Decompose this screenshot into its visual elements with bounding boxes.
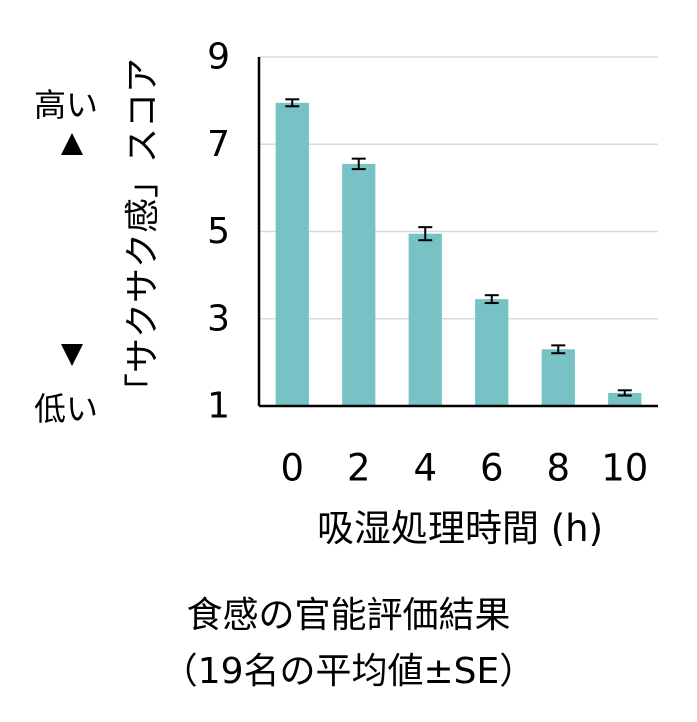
y-tick-label: 3: [207, 298, 230, 339]
x-tick-label: 2: [347, 447, 371, 490]
bar: [275, 102, 309, 407]
arrow-down-icon: [61, 344, 83, 366]
bar: [475, 299, 509, 406]
y-tick-label: 1: [207, 386, 230, 427]
bar: [541, 349, 575, 406]
x-tick-label: 10: [601, 447, 648, 490]
high-label: 高い: [34, 86, 99, 124]
y-tick-label: 7: [207, 124, 230, 165]
x-tick-label: 8: [546, 447, 570, 490]
bar: [342, 163, 376, 406]
x-tick-label: 4: [413, 447, 437, 490]
axes: [257, 57, 658, 408]
x-tick-label: 0: [280, 447, 304, 490]
x-tick-label: 6: [480, 447, 504, 490]
bar: [408, 233, 442, 406]
error-bars: [285, 98, 632, 397]
y-tick-labels: 1 3 5 7 9: [207, 37, 230, 427]
bars: [275, 102, 642, 407]
x-tick-labels: 0 2 4 6 8 10: [280, 447, 648, 490]
y-axis-label: 「サクサク感」スコア: [123, 57, 164, 409]
x-axis-label: 吸湿処理時間 (h): [316, 507, 604, 550]
grid-lines: [259, 56, 658, 320]
y-axis-label-container: 「サクサク感」スコア: [118, 48, 164, 418]
arrow-up-icon: [61, 133, 83, 155]
caption-note: （19名の平均値±SE）: [161, 651, 536, 692]
y-tick-label: 5: [207, 211, 230, 252]
low-label: 低い: [34, 390, 99, 428]
bar: [608, 392, 642, 406]
caption-title: 食感の官能評価結果: [186, 595, 511, 636]
y-tick-label: 9: [207, 37, 230, 78]
